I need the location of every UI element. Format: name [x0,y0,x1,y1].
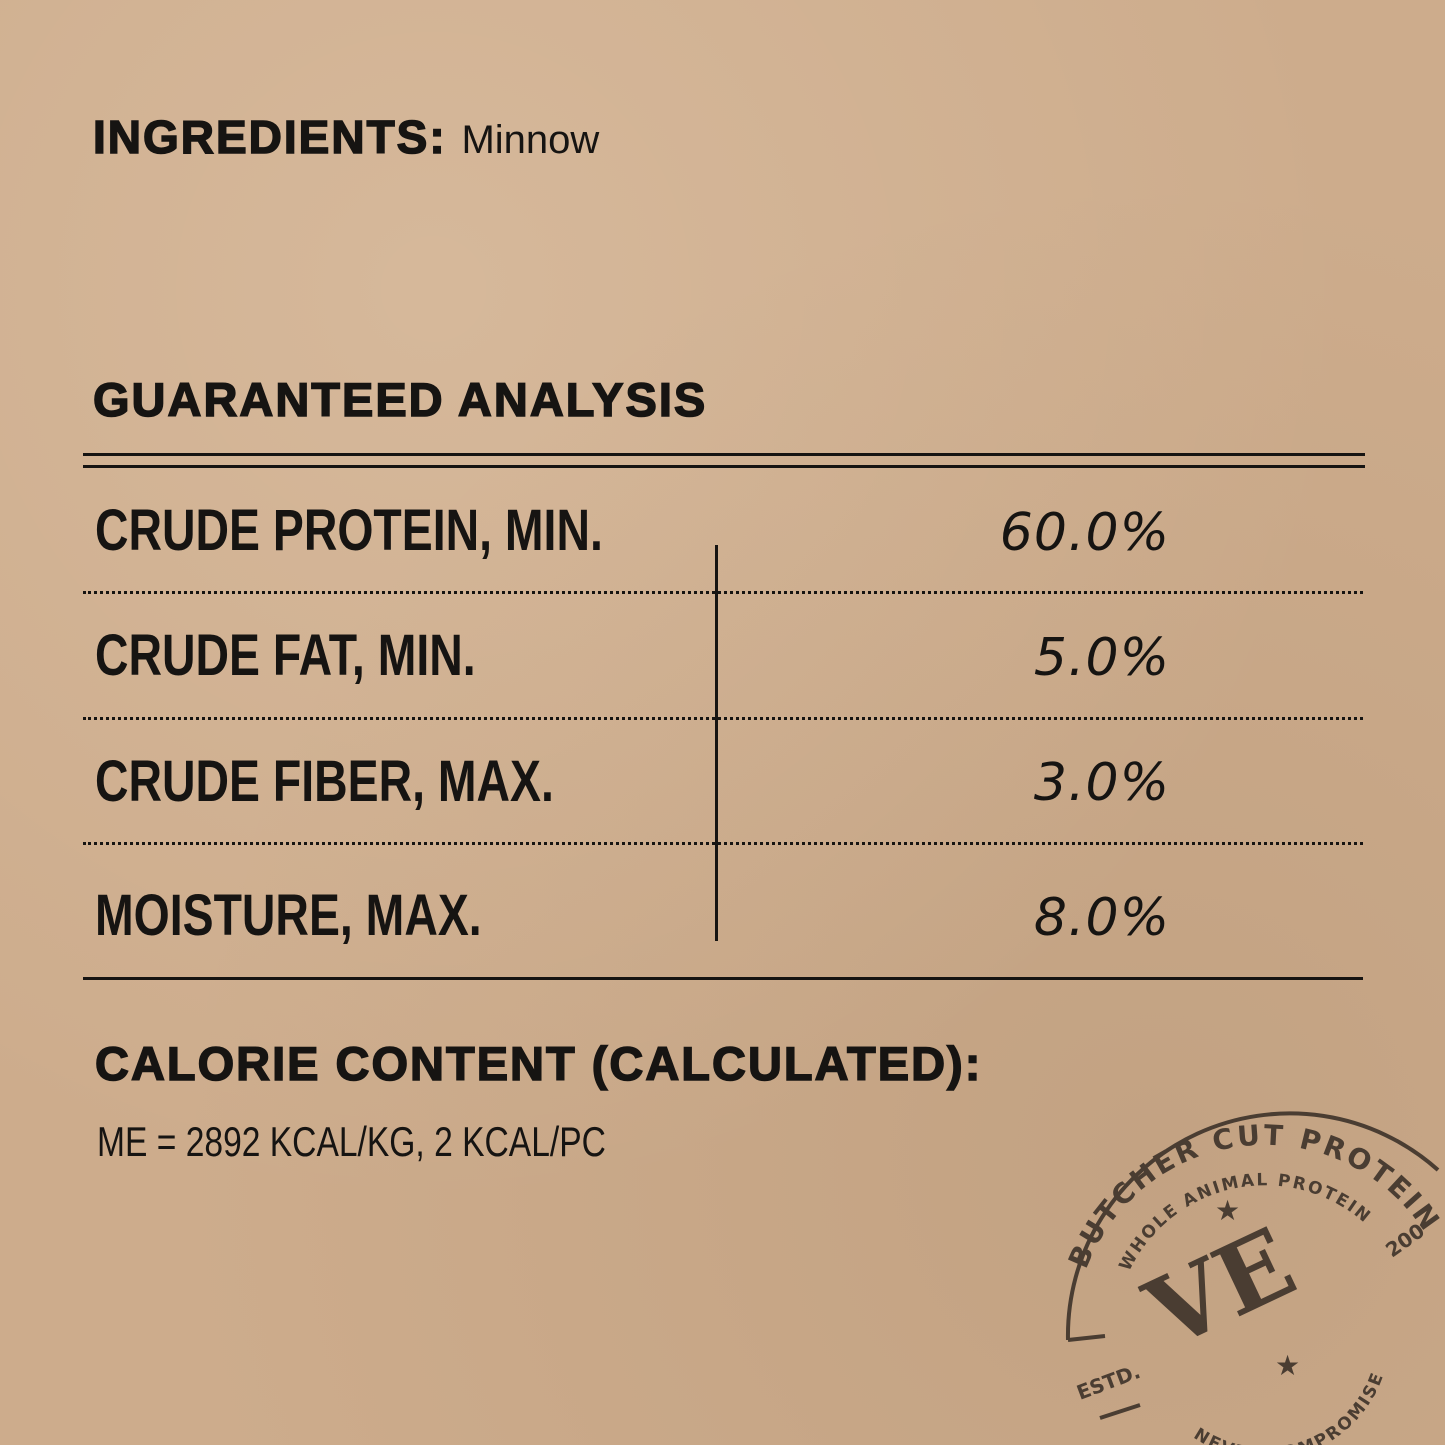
row-label-fiber: CRUDE FIBER, MAX. [95,749,554,814]
column-divider [715,545,718,941]
ingredients-label: INGREDIENTS: [92,110,447,164]
calorie-title: CALORIE CONTENT (CALCULATED): [94,1036,983,1091]
stamp-rings [1065,1111,1440,1420]
analysis-title: GUARANTEED ANALYSIS [92,372,708,427]
stamp-lettering: BUTCHER CUT PROTEIN WHOLE ANIMAL PROTEIN… [1062,1118,1445,1445]
divider-top-1 [83,453,1365,456]
row-value-moisture: 8.0% [1033,888,1170,948]
ingredients-line: INGREDIENTS: Minnow [92,110,600,164]
row-value-protein: 60.0% [999,503,1170,563]
row-label-protein: CRUDE PROTEIN, MIN. [95,498,603,563]
star-icon: ★ [1275,1349,1300,1382]
row-value-fiber: 3.0% [1033,753,1170,813]
divider-bottom [83,977,1363,980]
row-divider [83,591,1363,594]
row-label-moisture: MOISTURE, MAX. [95,883,482,948]
calorie-value: ME = 2892 KCAL/KG, 2 KCAL/PC [97,1118,606,1165]
star-icon: ★ [1215,1194,1240,1227]
row-divider [83,717,1363,720]
row-divider [83,842,1363,845]
row-value-fat: 5.0% [1033,628,1170,688]
ingredients-value: Minnow [461,118,600,162]
row-label-fat: CRUDE FAT, MIN. [95,623,476,688]
stamp-estd-text: ESTD. [1073,1359,1143,1405]
stamp-logo: BUTCHER CUT PROTEIN WHOLE ANIMAL PROTEIN… [1062,1111,1445,1445]
divider-top-2 [83,465,1365,468]
